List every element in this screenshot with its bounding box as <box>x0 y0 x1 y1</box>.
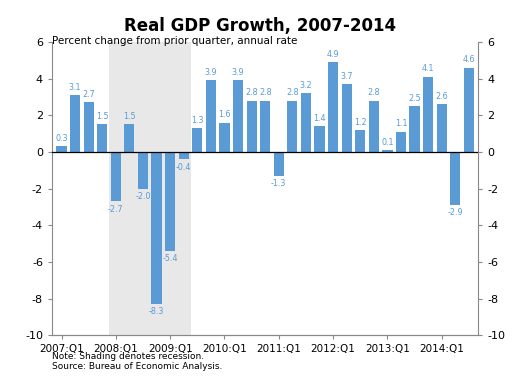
Text: Real GDP Growth, 2007-2014: Real GDP Growth, 2007-2014 <box>124 17 396 35</box>
Bar <box>464 67 474 152</box>
Bar <box>233 80 243 152</box>
Bar <box>423 77 433 152</box>
Text: 4.9: 4.9 <box>327 50 340 59</box>
Bar <box>56 146 67 152</box>
Text: 2.8: 2.8 <box>259 88 271 97</box>
Bar <box>409 106 420 152</box>
Text: 1.1: 1.1 <box>395 120 407 128</box>
Text: -2.9: -2.9 <box>448 208 463 218</box>
Text: -2.0: -2.0 <box>135 192 151 201</box>
Bar <box>138 152 148 189</box>
Text: Note: Shading denotes recession.
Source: Bureau of Economic Analysis.: Note: Shading denotes recession. Source:… <box>52 352 223 371</box>
Bar <box>206 80 216 152</box>
Bar <box>382 150 393 152</box>
Bar <box>109 42 190 335</box>
Bar <box>124 125 135 152</box>
Text: -2.7: -2.7 <box>108 205 124 214</box>
Bar <box>315 126 324 152</box>
Text: 4.1: 4.1 <box>422 64 434 74</box>
Bar <box>328 62 338 152</box>
Text: -8.3: -8.3 <box>149 307 164 316</box>
Bar <box>192 128 202 152</box>
Text: 2.5: 2.5 <box>408 94 421 103</box>
Text: Percent change from prior quarter, annual rate: Percent change from prior quarter, annua… <box>52 36 297 46</box>
Text: 4.6: 4.6 <box>463 55 475 64</box>
Text: 2.6: 2.6 <box>435 92 448 101</box>
Bar <box>369 101 379 152</box>
Bar <box>97 125 107 152</box>
Bar <box>301 93 311 152</box>
Text: 2.8: 2.8 <box>286 88 298 97</box>
Bar <box>342 84 352 152</box>
Bar <box>219 123 229 152</box>
Bar <box>396 132 406 152</box>
Bar <box>111 152 121 202</box>
Text: -1.3: -1.3 <box>271 179 287 188</box>
Bar <box>355 130 366 152</box>
Text: 0.1: 0.1 <box>381 138 394 147</box>
Bar <box>274 152 284 176</box>
Text: -0.4: -0.4 <box>176 163 191 171</box>
Text: 3.1: 3.1 <box>69 83 81 92</box>
Bar <box>450 152 460 205</box>
Text: 3.9: 3.9 <box>204 68 217 77</box>
Text: 3.7: 3.7 <box>341 72 353 81</box>
Bar <box>70 95 80 152</box>
Text: 1.6: 1.6 <box>218 110 231 119</box>
Text: 3.9: 3.9 <box>232 68 244 77</box>
Bar <box>151 152 162 304</box>
Text: 3.2: 3.2 <box>300 81 312 90</box>
Bar <box>437 104 447 152</box>
Text: 1.5: 1.5 <box>123 112 136 121</box>
Bar <box>246 101 257 152</box>
Text: 1.3: 1.3 <box>191 116 203 125</box>
Text: 1.2: 1.2 <box>354 118 367 126</box>
Bar <box>165 152 175 251</box>
Text: 2.8: 2.8 <box>368 88 380 97</box>
Text: 0.3: 0.3 <box>55 134 68 143</box>
Bar <box>179 152 189 159</box>
Text: 2.7: 2.7 <box>82 90 95 99</box>
Bar <box>287 101 297 152</box>
Text: 1.4: 1.4 <box>313 114 326 123</box>
Bar <box>260 101 270 152</box>
Bar <box>84 102 94 152</box>
Text: -5.4: -5.4 <box>162 254 178 263</box>
Text: 1.5: 1.5 <box>96 112 109 121</box>
Text: 2.8: 2.8 <box>245 88 258 97</box>
